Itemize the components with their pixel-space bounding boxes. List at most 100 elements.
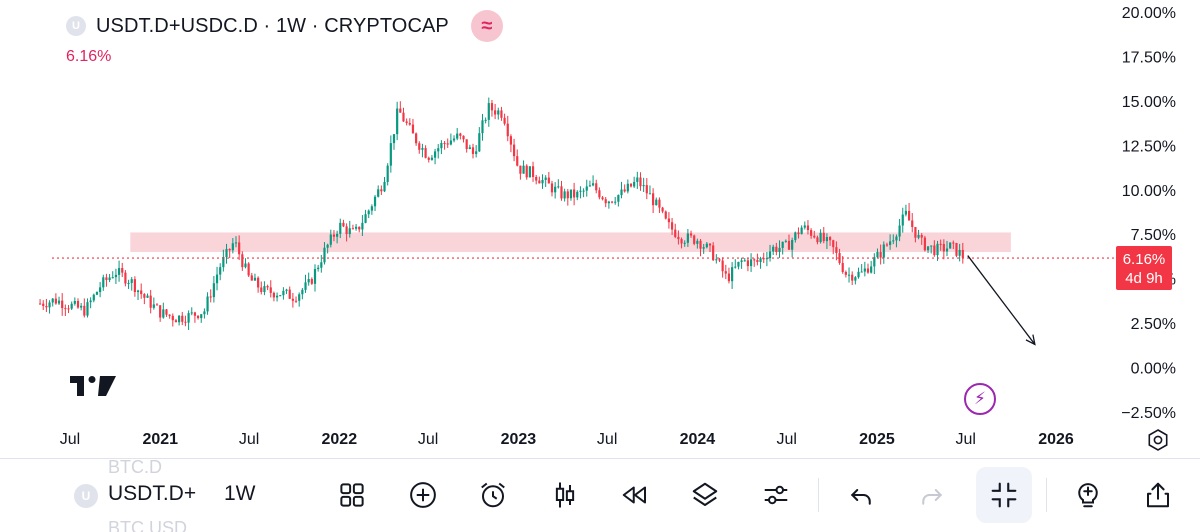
rewind-icon[interactable]: [617, 477, 653, 513]
candle-body: [677, 236, 680, 240]
candle-body: [149, 295, 152, 308]
symbol-logo-small: U: [74, 484, 98, 508]
candle-body: [415, 133, 418, 144]
candle-body: [601, 197, 604, 200]
candle-body: [661, 207, 664, 212]
candle-body: [753, 259, 756, 261]
candle-body: [693, 235, 696, 244]
chart-header: U USDT.D+USDC.D · 1W · CRYPTOCAP ≈: [66, 10, 503, 42]
candle-body: [51, 298, 54, 303]
redo-icon[interactable]: [914, 477, 950, 513]
candle-body: [171, 315, 174, 321]
candle-body: [76, 300, 80, 308]
candle-body: [794, 232, 797, 241]
x-axis-tick: 2025: [859, 431, 895, 448]
candle-body: [718, 259, 721, 261]
tradingview-logo: [70, 376, 116, 396]
share-icon[interactable]: [1140, 477, 1176, 513]
y-axis-tick: 7.50%: [1131, 227, 1176, 244]
candle-body: [699, 240, 702, 249]
candle-body: [664, 211, 667, 219]
candle-body: [942, 244, 945, 252]
candle-body: [159, 305, 162, 318]
candle-body: [288, 289, 291, 299]
candle-body: [557, 186, 560, 188]
candle-body: [670, 222, 674, 230]
candle-body: [803, 225, 806, 228]
candle-body: [765, 258, 768, 260]
last-value: 6.16%: [66, 48, 112, 65]
sliders-icon[interactable]: [758, 477, 794, 513]
candle-body: [219, 267, 222, 275]
candle-body: [911, 220, 914, 228]
candle-body: [847, 274, 851, 276]
candle-body: [285, 289, 288, 291]
candle-body: [816, 237, 819, 243]
plus-circle-icon[interactable]: [405, 477, 441, 513]
candle-body: [64, 308, 67, 310]
price-chart[interactable]: 20.00%17.50%15.00%12.50%10.00%7.50%5.00%…: [0, 0, 1200, 458]
candle-body: [614, 201, 617, 203]
candle-body: [196, 315, 200, 319]
undo-icon[interactable]: [843, 477, 879, 513]
candle-body: [389, 143, 392, 166]
bulb-plus-icon[interactable]: [1070, 477, 1106, 513]
candle-body: [238, 242, 241, 255]
candle-body: [749, 259, 753, 267]
timeframe-button[interactable]: 1W: [224, 482, 256, 505]
candle-body: [354, 226, 358, 229]
candle-body: [408, 122, 411, 125]
candle-body: [781, 241, 784, 248]
candle-body: [317, 267, 320, 270]
candle-body: [373, 196, 377, 207]
candle-body: [95, 292, 99, 295]
candle-body: [165, 309, 168, 315]
candle-body: [623, 189, 626, 192]
candle-body: [272, 292, 276, 298]
candle-body: [939, 243, 942, 245]
lightning-icon[interactable]: ⚡: [964, 383, 996, 415]
fullscreen-exit-icon[interactable]: [976, 467, 1032, 523]
candle-body: [610, 201, 614, 203]
chart-title[interactable]: USDT.D+USDC.D · 1W · CRYPTOCAP: [96, 14, 449, 37]
chart-area[interactable]: 20.00%17.50%15.00%12.50%10.00%7.50%5.00%…: [0, 0, 1200, 458]
candle-body: [696, 240, 699, 244]
candle-body: [174, 320, 178, 323]
wave-icon[interactable]: ≈: [470, 10, 503, 42]
candle-body: [298, 294, 301, 301]
symbol-button[interactable]: USDT.D+: [108, 482, 197, 505]
x-axis-tick: 2022: [322, 431, 358, 448]
candle-body: [955, 243, 958, 256]
layers-icon[interactable]: [687, 477, 723, 513]
price-label-countdown: 4d 9h: [1125, 270, 1163, 287]
candle-body: [863, 268, 866, 272]
candle-body: [275, 295, 279, 298]
candle-body: [569, 189, 573, 199]
symbol-list-item-above[interactable]: BTC.D: [108, 457, 162, 477]
candle-body: [658, 199, 661, 208]
grid-icon[interactable]: [334, 477, 370, 513]
candle-body: [89, 300, 92, 303]
candles-icon[interactable]: [547, 477, 583, 513]
candle-body: [490, 103, 494, 111]
alarm-icon[interactable]: [475, 477, 511, 513]
candle-body: [813, 235, 816, 238]
candle-body: [427, 157, 430, 160]
candle-body: [740, 260, 743, 262]
candle-body: [958, 249, 961, 256]
gear-icon[interactable]: [1146, 428, 1170, 452]
candle-body: [449, 140, 452, 145]
candle-body: [737, 261, 740, 267]
candle-body: [396, 108, 399, 135]
symbol-list-item-below[interactable]: BTC.USD: [108, 518, 188, 532]
candle-body: [67, 308, 70, 310]
candle-body: [437, 148, 440, 152]
candle-body: [304, 282, 307, 290]
candle-body: [332, 234, 336, 237]
candle-body: [961, 249, 964, 258]
candle-body: [178, 315, 181, 323]
candle-body: [784, 240, 787, 242]
candle-body: [901, 214, 904, 226]
candle-body: [260, 287, 263, 292]
y-axis-tick: 10.00%: [1122, 183, 1176, 200]
